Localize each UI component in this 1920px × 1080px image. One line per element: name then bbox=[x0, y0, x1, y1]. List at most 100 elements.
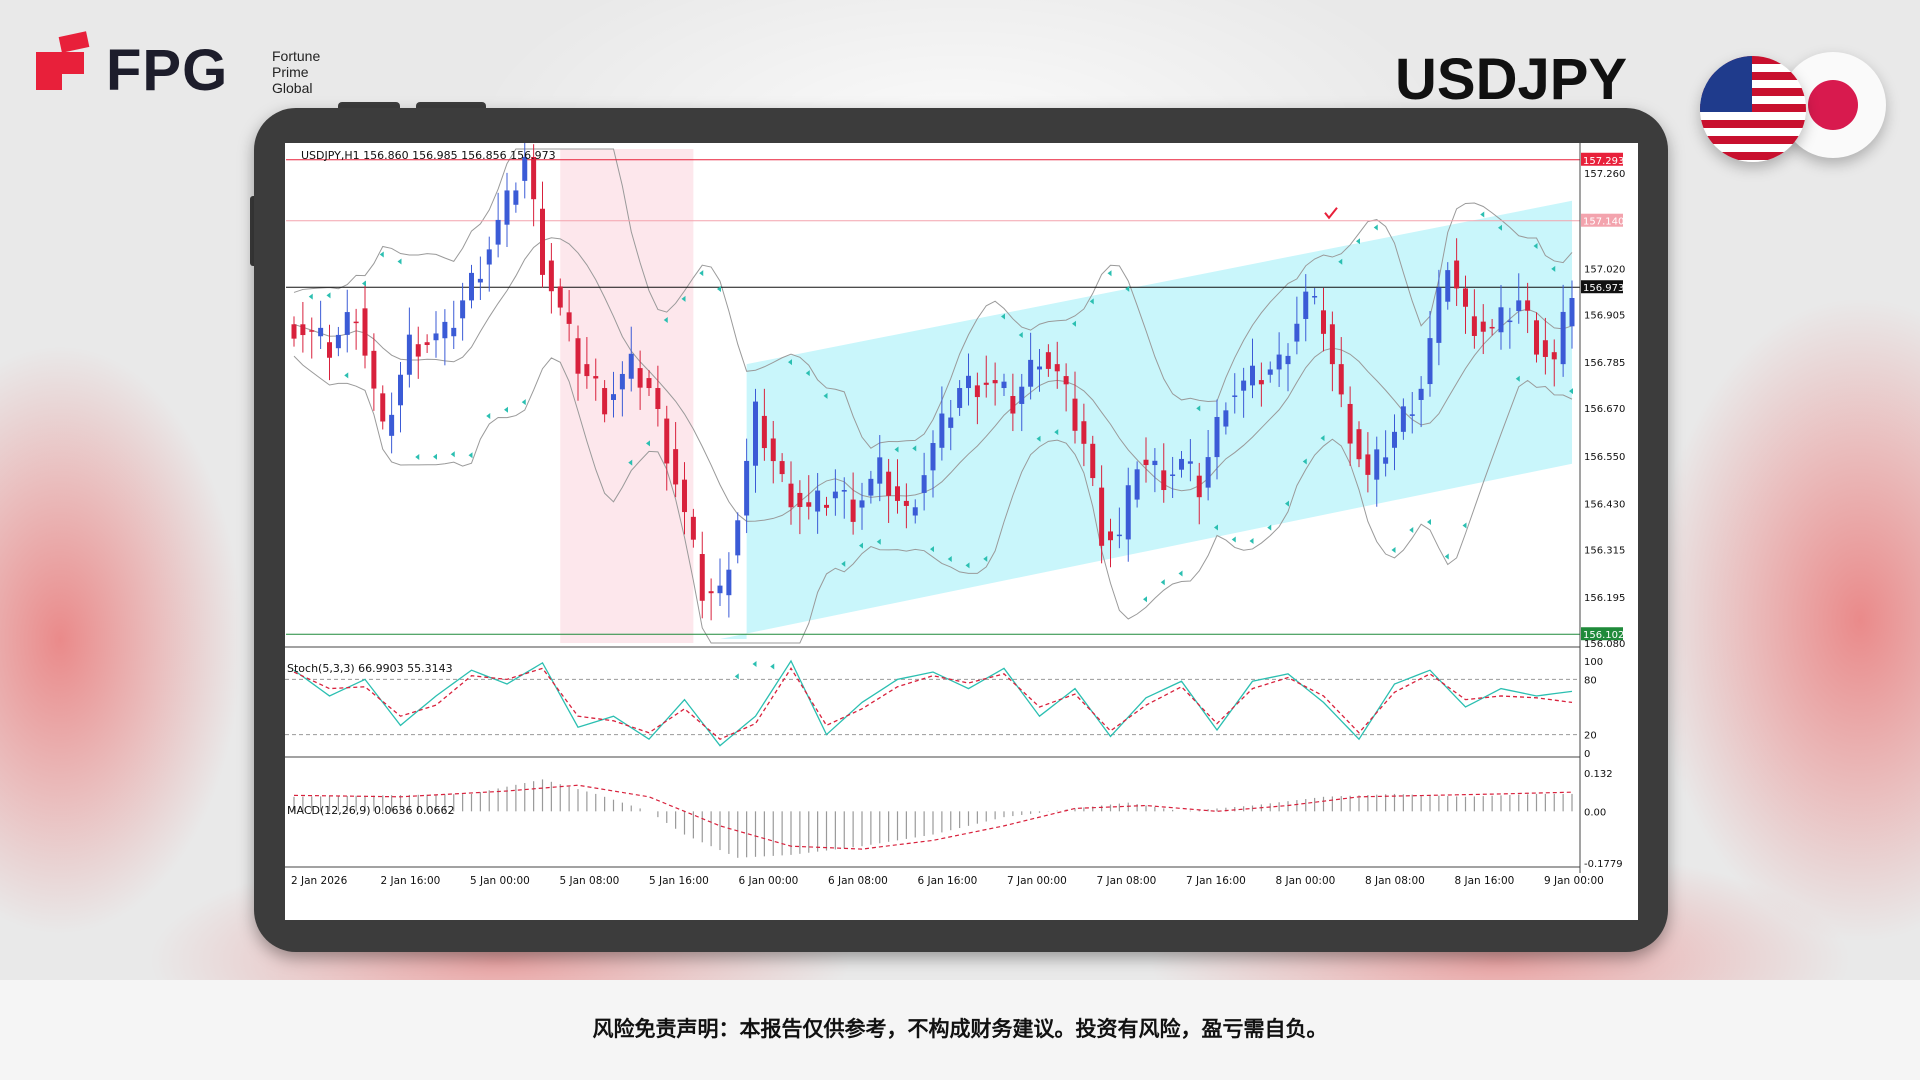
candle-body bbox=[486, 249, 492, 265]
macd-tick-label: 0.00 bbox=[1584, 807, 1606, 818]
candle-body bbox=[1063, 376, 1069, 385]
sar-dot bbox=[1001, 313, 1005, 320]
sar-dot bbox=[717, 286, 721, 293]
candle-body bbox=[1072, 398, 1078, 431]
candle bbox=[930, 430, 936, 498]
trend-channel bbox=[720, 200, 1572, 640]
candle-body bbox=[557, 286, 563, 308]
candle bbox=[646, 370, 652, 396]
macd-tick-label: -0.1779 bbox=[1584, 859, 1623, 870]
candle-body bbox=[726, 569, 732, 596]
sar-dot bbox=[628, 459, 633, 466]
brand-sub-line: Fortune bbox=[272, 48, 321, 64]
candle bbox=[1028, 332, 1034, 400]
candle bbox=[948, 399, 954, 451]
candle bbox=[1489, 318, 1495, 336]
candle bbox=[806, 475, 812, 520]
candle-body bbox=[566, 312, 572, 324]
sar-dot bbox=[1515, 375, 1520, 382]
candle-body bbox=[1516, 300, 1522, 312]
tablet-button bbox=[338, 102, 400, 110]
candle-body bbox=[1454, 260, 1460, 289]
candle-body bbox=[495, 219, 501, 245]
candle-body bbox=[1427, 338, 1433, 385]
sar-dot bbox=[1427, 518, 1431, 525]
candle-body bbox=[930, 443, 936, 471]
candle-body bbox=[859, 500, 865, 508]
candle-body bbox=[442, 321, 448, 339]
candle-body bbox=[1338, 364, 1344, 395]
time-tick-label: 7 Jan 00:00 bbox=[1007, 875, 1067, 887]
sar-dot bbox=[1054, 429, 1059, 436]
candle bbox=[1099, 465, 1105, 564]
sar-dot bbox=[788, 359, 792, 366]
candle-body bbox=[1170, 474, 1176, 476]
sar-dot bbox=[859, 542, 863, 549]
candle-body bbox=[1374, 449, 1380, 480]
candle bbox=[566, 290, 572, 342]
candle-body bbox=[673, 449, 679, 485]
candle bbox=[744, 438, 750, 534]
candle-body bbox=[1250, 365, 1255, 386]
sar-dot bbox=[486, 412, 491, 419]
candle bbox=[1161, 443, 1167, 503]
candle bbox=[1276, 332, 1282, 387]
sar-dot bbox=[308, 293, 313, 300]
candle bbox=[1312, 288, 1318, 305]
candle bbox=[495, 192, 501, 258]
time-tick-label: 6 Jan 08:00 bbox=[828, 875, 888, 887]
sar-dot bbox=[1373, 224, 1378, 231]
sar-dot bbox=[841, 560, 846, 567]
candle bbox=[1045, 344, 1051, 377]
candle bbox=[815, 473, 821, 534]
candle bbox=[1498, 284, 1504, 350]
candle bbox=[1454, 238, 1460, 306]
sar-dot bbox=[734, 673, 739, 680]
candle-body bbox=[646, 378, 652, 389]
sar-dot bbox=[1160, 579, 1165, 586]
trading-chart[interactable]: 100 80 20 0 0.132 0.00 -0.1779 157.293 157.140… bbox=[285, 94, 1638, 920]
candle-body bbox=[1019, 386, 1025, 404]
candle-body bbox=[895, 486, 900, 501]
sar-dot bbox=[983, 555, 988, 562]
candle bbox=[318, 300, 324, 349]
candle-body bbox=[1196, 475, 1202, 498]
stoch-tick-label: 20 bbox=[1584, 731, 1597, 742]
candle-body bbox=[912, 507, 918, 516]
candle bbox=[761, 388, 767, 461]
macd-signal-line bbox=[293, 784, 1573, 850]
price-tick-label: 156.670 bbox=[1584, 404, 1625, 415]
sar-dot bbox=[894, 446, 899, 453]
candle-body bbox=[1205, 457, 1211, 488]
price-tag-label: 157.140 bbox=[1583, 217, 1624, 228]
candle bbox=[708, 578, 714, 621]
candle-body bbox=[992, 380, 998, 384]
candle-body bbox=[744, 460, 750, 516]
candle-body bbox=[477, 278, 483, 283]
candle-body bbox=[708, 591, 714, 594]
candle bbox=[1347, 386, 1353, 466]
candle-body bbox=[1303, 291, 1309, 319]
candle bbox=[1285, 343, 1291, 392]
time-tick-label: 7 Jan 08:00 bbox=[1097, 875, 1157, 887]
candle bbox=[859, 482, 865, 530]
candle-body bbox=[1445, 270, 1451, 302]
candle bbox=[1143, 437, 1149, 483]
price-tag bbox=[1581, 213, 1623, 227]
candle bbox=[575, 325, 581, 401]
candle-body bbox=[611, 394, 616, 400]
candle-body bbox=[957, 388, 963, 408]
candle bbox=[877, 435, 883, 502]
candle bbox=[1551, 339, 1557, 387]
stoch-tick-label: 100 bbox=[1584, 657, 1603, 668]
price-tag-label: 156.102 bbox=[1583, 630, 1624, 641]
candle bbox=[1303, 274, 1309, 342]
footer-bar bbox=[0, 980, 1920, 1080]
candle bbox=[477, 256, 483, 300]
candle bbox=[1267, 361, 1273, 383]
candle-body bbox=[522, 156, 528, 181]
candle-body bbox=[1392, 431, 1397, 448]
candle bbox=[1365, 432, 1371, 493]
candle-body bbox=[690, 516, 696, 540]
candle-body bbox=[619, 373, 625, 390]
